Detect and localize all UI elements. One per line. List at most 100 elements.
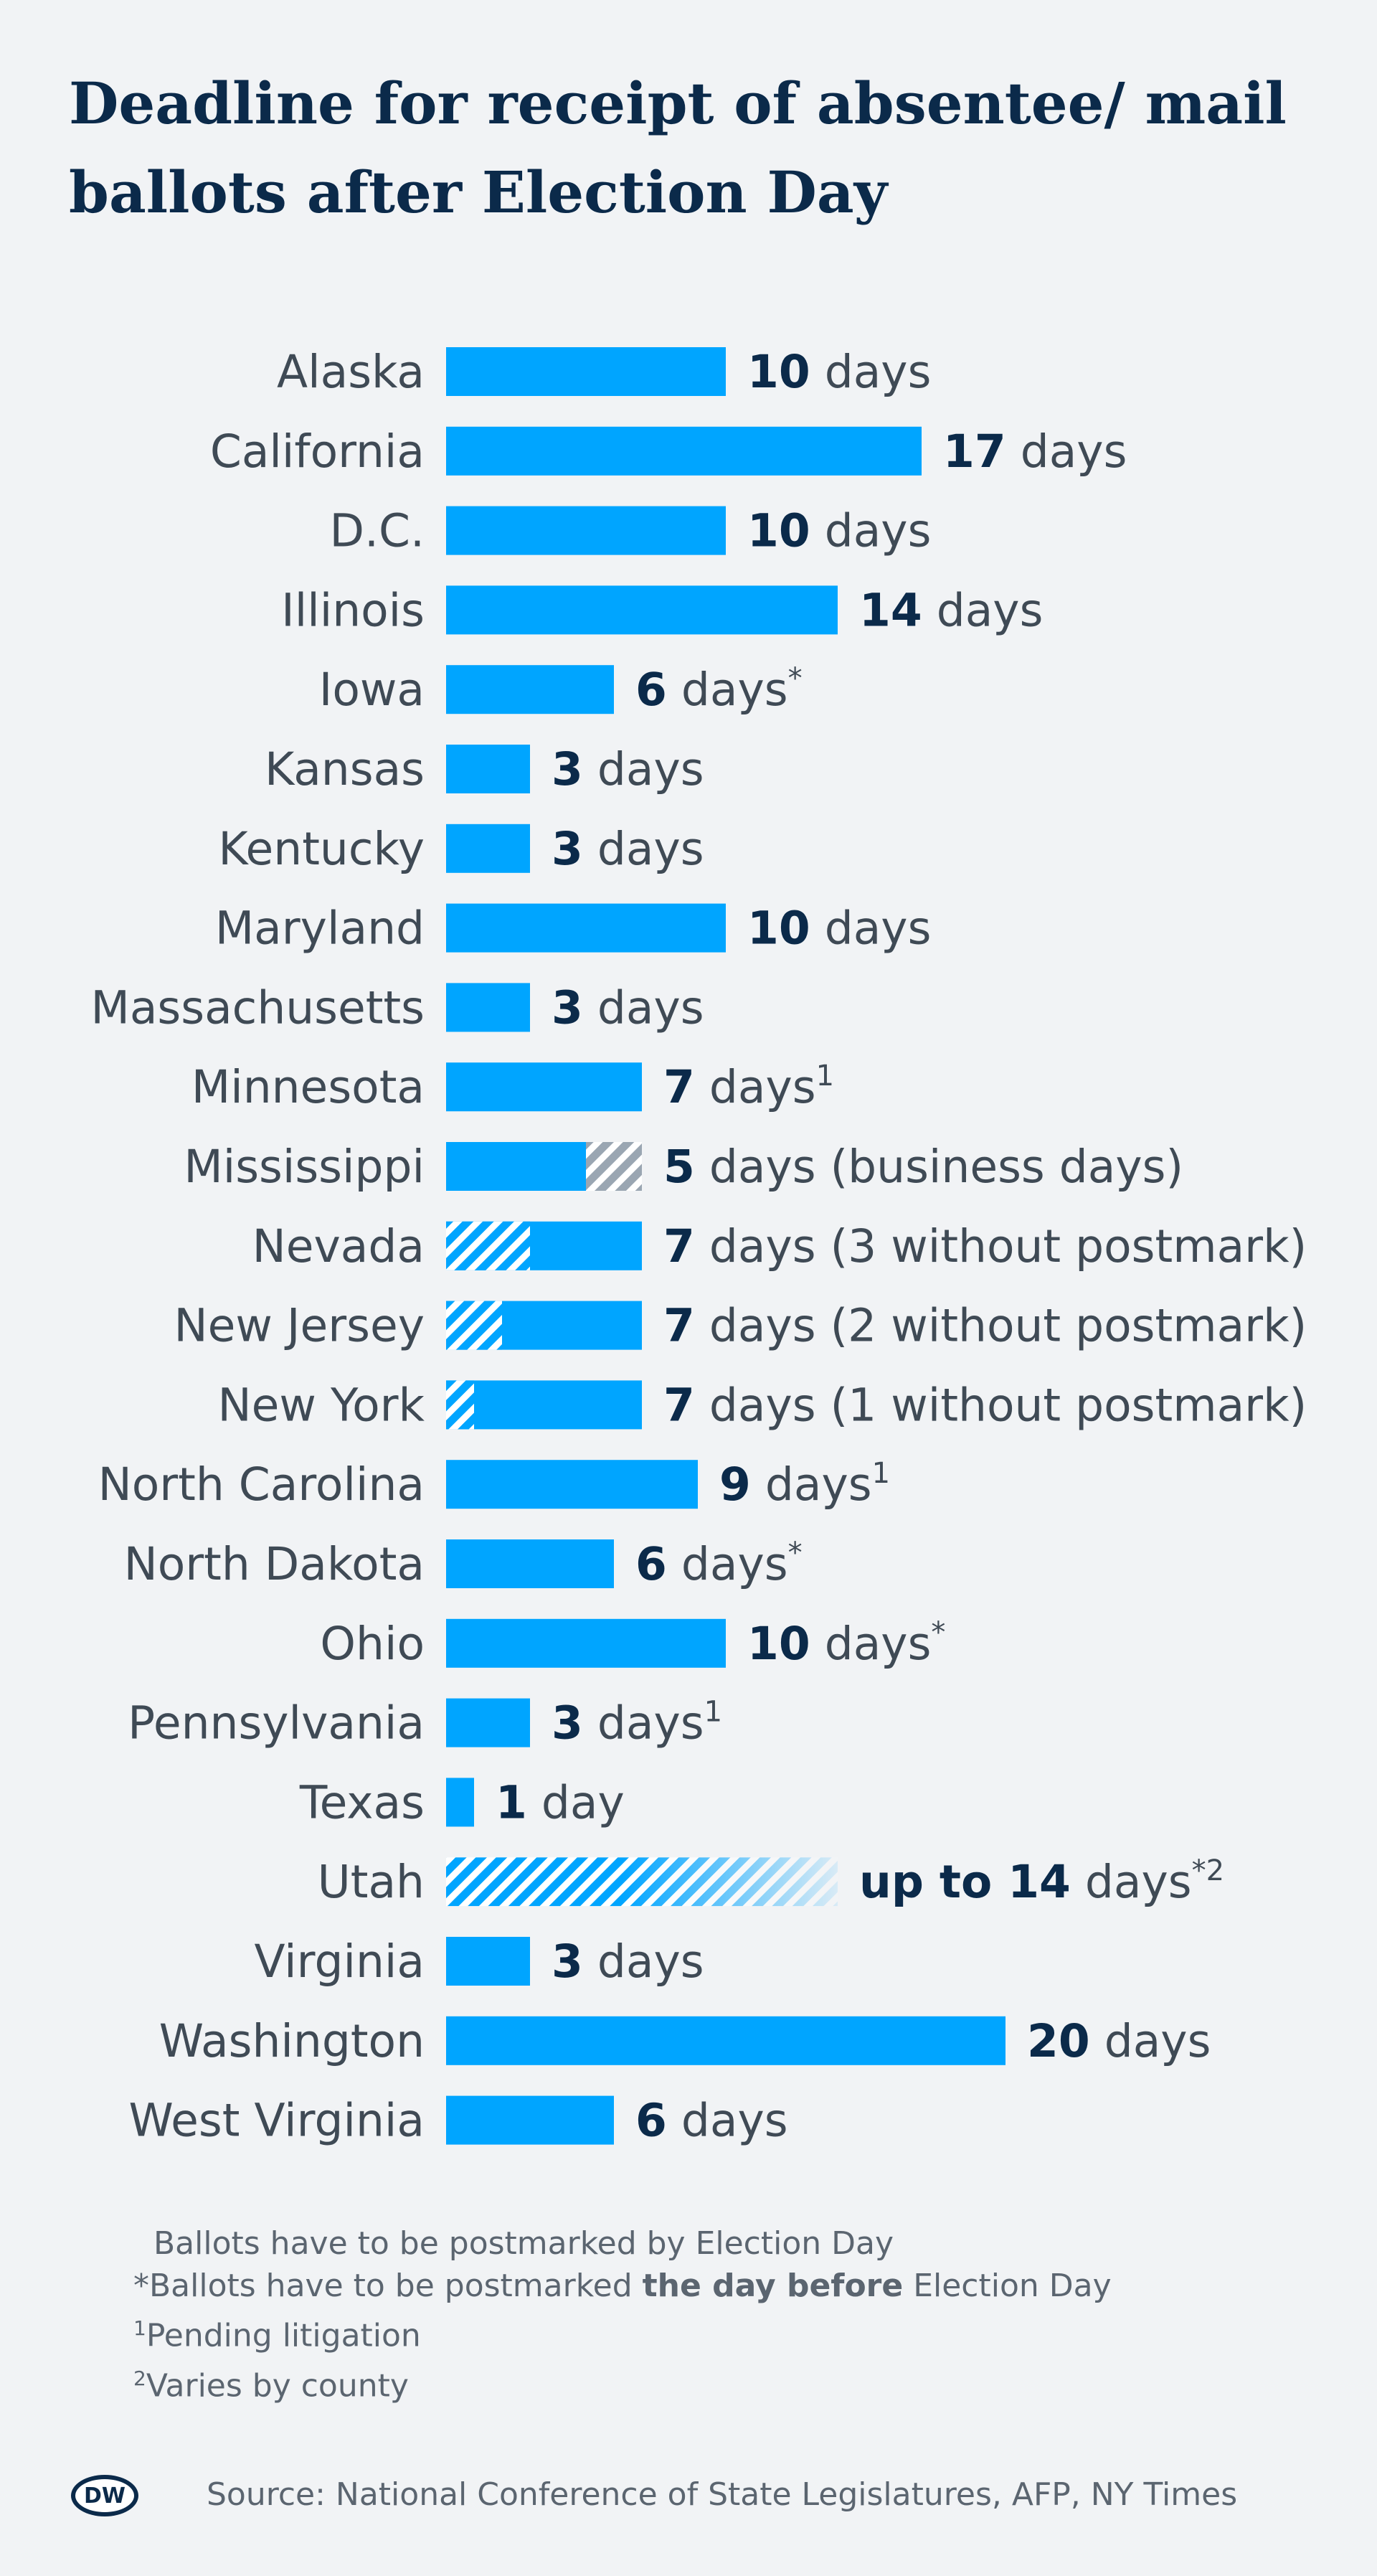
bar-hatched-segment (446, 1221, 530, 1270)
data-label-footnote-mark: * (931, 1616, 945, 1649)
data-label: 3 days (552, 1935, 704, 1988)
category-label: Washington (159, 2015, 425, 2067)
category-label: New Jersey (174, 1300, 425, 1352)
data-label-unit: days (3 without postmark) (695, 1220, 1307, 1273)
bar (446, 824, 530, 873)
footnote-varies-by-county: 2Varies by county (133, 2366, 409, 2405)
data-label: 10 days (747, 902, 931, 955)
bar-hatched-segment (446, 1380, 474, 1430)
data-label-unit: days (1071, 1856, 1192, 1908)
bar (446, 1380, 642, 1430)
footnote-day-before: *Ballots have to be postmarked the day b… (133, 2268, 1112, 2304)
data-label-unit: days (2 without postmark) (695, 1300, 1307, 1352)
data-label: 10 days (747, 346, 931, 398)
category-label: Pennsylvania (128, 1697, 425, 1750)
data-label-value: 7 (663, 1220, 695, 1273)
footnote-pending-litigation: 1Pending litigation (133, 2316, 421, 2354)
bar (446, 903, 726, 953)
data-label: 3 days1 (552, 1696, 722, 1750)
data-label: 7 days (1 without postmark) (663, 1379, 1307, 1431)
data-label-unit: days (667, 2095, 788, 2147)
category-label: Mississippi (184, 1141, 425, 1193)
category-label: Nevada (252, 1220, 425, 1273)
bar-row: New Jersey 7 days (2 without postmark) (174, 1300, 1307, 1352)
category-label: Kentucky (218, 823, 425, 875)
data-label-unit: day (527, 1776, 625, 1829)
footnotes: Ballots have to be postmarked by Electio… (133, 2222, 1112, 2407)
data-label-prefix: up to (859, 1856, 1008, 1908)
bar-row: Alaska 10 days (277, 346, 931, 398)
data-label: 9 days1 (719, 1457, 890, 1511)
bar (446, 585, 838, 635)
data-label: 3 days (552, 743, 704, 796)
bar-extra-segment (586, 1142, 642, 1191)
bar-row: Nevada 7 days (3 without postmark) (252, 1220, 1307, 1273)
data-label-value: 3 (552, 981, 583, 1034)
category-label: D.C. (329, 505, 425, 557)
data-label-footnote-mark: * (788, 1537, 803, 1570)
category-label: Alaska (277, 346, 425, 398)
data-label: 3 days (552, 823, 704, 875)
data-label: 17 days (943, 425, 1127, 478)
bar-row: Maryland 10 days (215, 902, 932, 955)
bar-row: Pennsylvania 3 days1 (128, 1696, 722, 1750)
bar (446, 2095, 614, 2145)
data-label: 7 days1 (663, 1060, 834, 1113)
bar-row: Minnesota 7 days1 (191, 1060, 834, 1113)
data-label-value: 3 (552, 1935, 583, 1988)
data-label-value: 3 (552, 1697, 583, 1750)
data-label: 5 days (business days) (663, 1141, 1183, 1193)
category-label: Utah (318, 1856, 425, 1908)
data-label-unit: days (667, 1538, 788, 1590)
category-label: Minnesota (191, 1061, 425, 1113)
bar (446, 665, 614, 714)
category-label: Ohio (320, 1618, 425, 1670)
category-label: West Virginia (129, 2095, 425, 2147)
data-label-value: 6 (635, 2095, 667, 2147)
data-label-value: 17 (943, 425, 1006, 478)
data-label-value: 10 (747, 505, 810, 557)
bar (446, 1062, 642, 1112)
bar-hatched-segment (446, 1301, 502, 1350)
data-label-unit: days (810, 346, 932, 398)
category-label: Massachusetts (90, 981, 425, 1034)
data-label-value: 20 (1027, 2015, 1090, 2067)
data-label-value: 10 (747, 346, 810, 398)
data-label-value: 1 (496, 1776, 527, 1829)
bar (446, 426, 922, 476)
data-label: 1 day (496, 1776, 625, 1829)
data-label-value: 10 (747, 902, 810, 955)
data-label: 7 days (3 without postmark) (663, 1220, 1307, 1273)
data-label-value: 7 (663, 1061, 695, 1113)
data-label-footnote-mark: 1 (816, 1060, 834, 1093)
data-label-value: 6 (635, 664, 667, 716)
chart-title: Deadline for receipt of absentee/ mail b… (69, 70, 1287, 226)
data-label-value: 9 (719, 1458, 751, 1511)
data-label-unit: days (667, 664, 788, 716)
data-label-unit: days (583, 1697, 704, 1750)
bar-row: Ohio 10 days* (320, 1616, 945, 1670)
data-label-unit: days (1006, 425, 1127, 478)
bar (446, 1698, 530, 1747)
category-label: North Dakota (124, 1538, 425, 1590)
data-label-unit: days (583, 1935, 704, 1988)
bar-row: North Carolina 9 days1 (98, 1457, 890, 1511)
data-label-value: 3 (552, 823, 583, 875)
data-label-unit: days (751, 1458, 872, 1511)
bar (446, 983, 530, 1032)
data-label-value: 6 (635, 1538, 667, 1590)
dw-logo-text: DW (84, 2483, 126, 2509)
bar (446, 2016, 1005, 2065)
bar-row: Utah up to 14 days*2 (318, 1854, 1224, 1908)
bar-row: Washington 20 days (159, 2015, 1211, 2067)
bar-row: California 17 days (210, 425, 1127, 478)
source-note: Source: National Conference of State Leg… (207, 2476, 1238, 2513)
bar (446, 1857, 838, 1907)
data-label-unit: days (583, 823, 704, 875)
bar (446, 1778, 474, 1827)
bar-row: Kentucky 3 days (218, 823, 704, 875)
bar (446, 1460, 698, 1509)
category-label: Illinois (281, 584, 425, 636)
category-label: North Carolina (98, 1458, 425, 1511)
bar (446, 1539, 614, 1588)
